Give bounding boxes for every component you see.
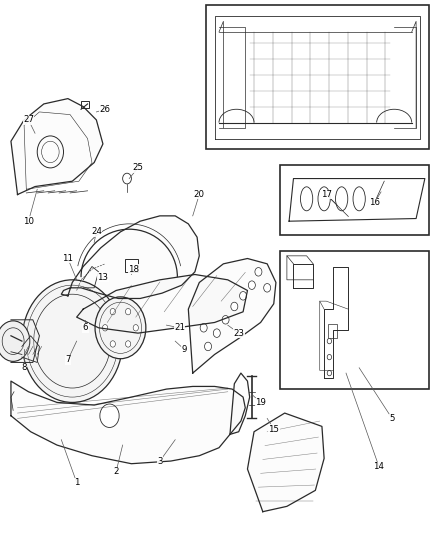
Ellipse shape: [300, 187, 313, 211]
Text: 17: 17: [321, 190, 332, 199]
Ellipse shape: [336, 187, 348, 211]
Circle shape: [255, 268, 262, 276]
Text: 11: 11: [62, 254, 74, 263]
Circle shape: [248, 281, 255, 289]
Text: 6: 6: [83, 324, 88, 332]
Ellipse shape: [318, 187, 330, 211]
Text: 18: 18: [128, 265, 139, 273]
Text: 9: 9: [181, 345, 187, 353]
Text: 15: 15: [268, 425, 279, 433]
Circle shape: [100, 404, 119, 427]
Circle shape: [110, 309, 115, 315]
Text: 27: 27: [23, 116, 34, 124]
Text: 24: 24: [91, 228, 102, 236]
Text: 21: 21: [174, 324, 185, 332]
Polygon shape: [11, 99, 103, 195]
Polygon shape: [230, 373, 250, 434]
Text: 3: 3: [157, 457, 162, 465]
Circle shape: [123, 173, 131, 184]
Text: 8: 8: [21, 364, 27, 372]
Circle shape: [327, 354, 332, 360]
Circle shape: [95, 297, 146, 359]
Text: 2: 2: [113, 467, 119, 476]
Text: 26: 26: [99, 105, 111, 114]
Circle shape: [240, 292, 247, 300]
Text: 25: 25: [132, 164, 144, 172]
Text: 1: 1: [74, 478, 79, 487]
Text: 20: 20: [194, 190, 205, 199]
Circle shape: [200, 324, 207, 332]
Text: 14: 14: [373, 462, 385, 471]
Text: 10: 10: [23, 217, 34, 225]
Polygon shape: [188, 259, 276, 373]
Circle shape: [110, 341, 115, 347]
Polygon shape: [61, 216, 199, 298]
Text: 5: 5: [389, 414, 395, 423]
Polygon shape: [247, 413, 324, 512]
Text: 19: 19: [255, 398, 266, 407]
Bar: [81, 101, 89, 108]
Circle shape: [327, 338, 332, 344]
Polygon shape: [11, 381, 245, 464]
Bar: [206, 5, 429, 149]
Circle shape: [125, 341, 131, 347]
Polygon shape: [77, 274, 247, 333]
Circle shape: [264, 284, 271, 292]
Circle shape: [205, 342, 212, 351]
Circle shape: [0, 321, 30, 361]
Circle shape: [22, 280, 123, 402]
Circle shape: [102, 325, 108, 331]
Bar: [280, 251, 429, 389]
Text: 7: 7: [65, 356, 71, 364]
Polygon shape: [22, 336, 39, 362]
Polygon shape: [11, 320, 39, 362]
Circle shape: [125, 309, 131, 315]
Bar: [280, 165, 429, 235]
Circle shape: [231, 302, 238, 311]
Ellipse shape: [353, 187, 365, 211]
Bar: [125, 259, 138, 272]
Circle shape: [133, 325, 138, 331]
Text: 16: 16: [369, 198, 380, 207]
Circle shape: [222, 316, 229, 324]
Circle shape: [327, 370, 332, 376]
Bar: [328, 324, 337, 338]
Text: 13: 13: [97, 273, 109, 281]
Text: 23: 23: [233, 329, 244, 337]
Circle shape: [213, 329, 220, 337]
